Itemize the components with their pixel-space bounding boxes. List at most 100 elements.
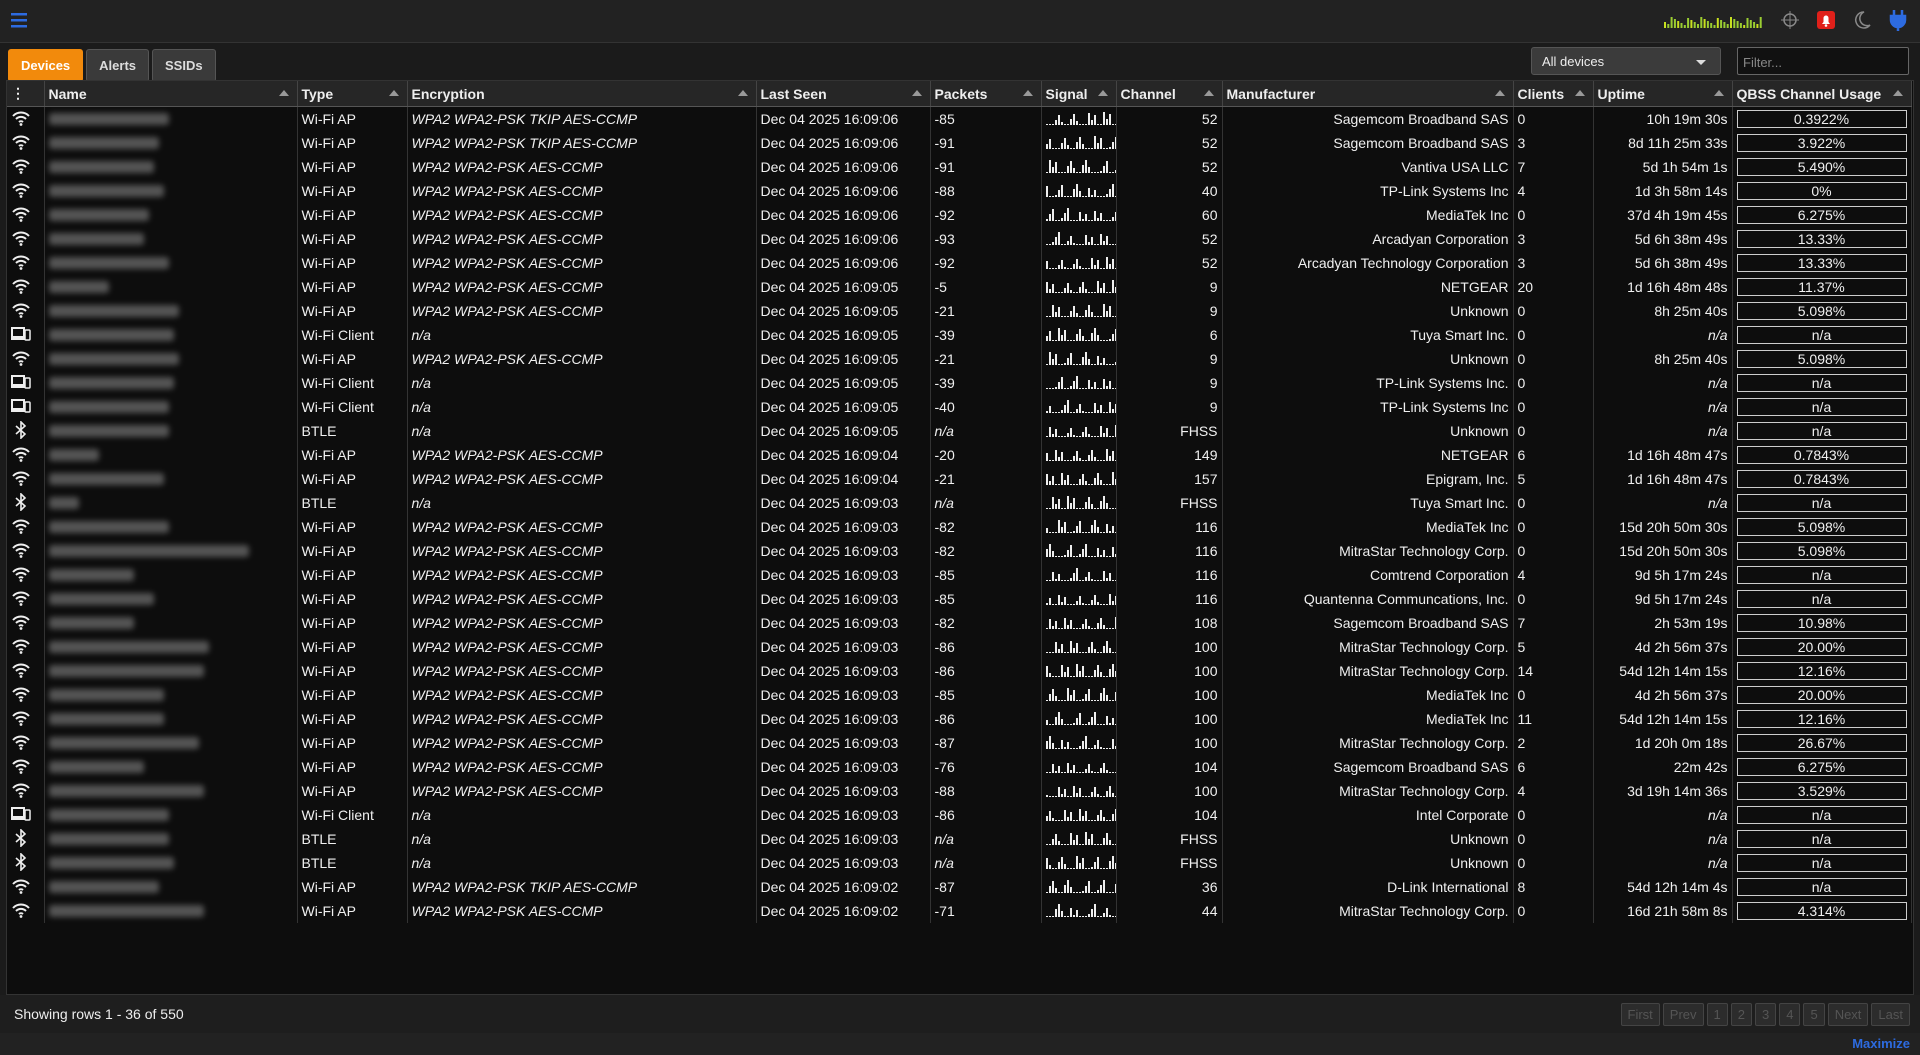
device-row[interactable]: Wi-Fi AP WPA2 WPA2-PSK AES-CCMP Dec 04 202…	[7, 251, 1912, 275]
gps-icon[interactable]	[1780, 10, 1800, 30]
device-icon	[7, 683, 45, 707]
sort-arrow	[1574, 90, 1585, 96]
packets-sparkline	[1041, 587, 1117, 611]
column-header[interactable]: QBSS Channel Usage	[1732, 81, 1912, 107]
page-button[interactable]: Last	[1871, 1003, 1910, 1026]
menu-button[interactable]	[10, 10, 30, 30]
device-row[interactable]: Wi-Fi AP WPA2 WPA2-PSK AES-CCMP Dec 04 202…	[7, 683, 1912, 707]
uptime: 1d 20h 0m 18s	[1593, 731, 1733, 755]
device-row[interactable]: Wi-Fi AP WPA2 WPA2-PSK AES-CCMP Dec 04 202…	[7, 611, 1912, 635]
last-seen: Dec 04 2025 16:09:03	[756, 659, 931, 683]
device-row[interactable]: Wi-Fi AP WPA2 WPA2-PSK AES-CCMP Dec 04 202…	[7, 347, 1912, 371]
page-button[interactable]: 2	[1730, 1003, 1752, 1026]
column-header[interactable]: Channel	[1116, 81, 1223, 107]
page-button[interactable]: 1	[1706, 1003, 1728, 1026]
theme-icon[interactable]	[1852, 10, 1872, 30]
column-header[interactable]: Uptime	[1593, 81, 1733, 107]
device-row[interactable]: Wi-Fi AP WPA2 WPA2-PSK AES-CCMP Dec 04 202…	[7, 755, 1912, 779]
signal: -88	[930, 779, 1042, 803]
device-row[interactable]: Wi-Fi Client n/a Dec 04 2025 16:09:05 -40 9 T…	[7, 395, 1912, 419]
device-name	[44, 587, 298, 611]
device-row[interactable]: Wi-Fi AP WPA2 WPA2-PSK AES-CCMP Dec 04 202…	[7, 227, 1912, 251]
device-row[interactable]: Wi-Fi AP WPA2 WPA2-PSK AES-CCMP Dec 04 202…	[7, 779, 1912, 803]
encryption: n/a	[407, 419, 757, 443]
qbss-usage: n/a	[1732, 827, 1912, 851]
device-row[interactable]: Wi-Fi AP WPA2 WPA2-PSK AES-CCMP Dec 04 202…	[7, 587, 1912, 611]
qbss-usage: 6.275%	[1732, 203, 1912, 227]
column-menu[interactable]: ⋮	[7, 81, 45, 107]
manufacturer: Epigram, Inc.	[1222, 467, 1514, 491]
device-row[interactable]: Wi-Fi AP WPA2 WPA2-PSK AES-CCMP Dec 04 202…	[7, 899, 1912, 923]
alert-icon[interactable]	[1816, 10, 1836, 30]
device-row[interactable]: Wi-Fi AP WPA2 WPA2-PSK AES-CCMP Dec 04 202…	[7, 731, 1912, 755]
qbss-value: 20.00%	[1736, 686, 1907, 704]
qbss-usage: 0.7843%	[1732, 443, 1912, 467]
column-header[interactable]: Packets	[930, 81, 1042, 107]
device-row[interactable]: Wi-Fi AP WPA2 WPA2-PSK AES-CCMP Dec 04 202…	[7, 563, 1912, 587]
device-row[interactable]: Wi-Fi AP WPA2 WPA2-PSK AES-CCMP Dec 04 202…	[7, 155, 1912, 179]
page-button[interactable]: 4	[1779, 1003, 1801, 1026]
device-row[interactable]: Wi-Fi AP WPA2 WPA2-PSK AES-CCMP Dec 04 202…	[7, 635, 1912, 659]
device-row[interactable]: Wi-Fi AP WPA2 WPA2-PSK AES-CCMP Dec 04 202…	[7, 539, 1912, 563]
spark-bar	[1739, 23, 1742, 28]
tab[interactable]: Alerts	[86, 49, 150, 82]
device-row[interactable]: Wi-Fi AP WPA2 WPA2-PSK AES-CCMP Dec 04 202…	[7, 467, 1912, 491]
qbss-value: 5.098%	[1736, 518, 1907, 536]
column-title: Manufacturer	[1226, 85, 1316, 102]
uptime: n/a	[1593, 395, 1733, 419]
column-header[interactable]: Name	[44, 81, 298, 107]
redacted-name	[48, 809, 169, 821]
column-header[interactable]: Signal	[1041, 81, 1117, 107]
uptime: 16d 21h 58m 8s	[1593, 899, 1733, 923]
spark-bar	[1700, 17, 1703, 28]
type: BTLE	[297, 419, 408, 443]
manufacturer: Unknown	[1222, 851, 1514, 875]
sort-arrow	[911, 90, 922, 96]
device-row[interactable]: Wi-Fi AP WPA2 WPA2-PSK AES-CCMP Dec 04 202…	[7, 659, 1912, 683]
device-row[interactable]: Wi-Fi AP WPA2 WPA2-PSK AES-CCMP Dec 04 202…	[7, 707, 1912, 731]
device-row[interactable]: Wi-Fi AP WPA2 WPA2-PSK AES-CCMP Dec 04 202…	[7, 179, 1912, 203]
page-button[interactable]: 5	[1803, 1003, 1825, 1026]
redacted-name	[48, 881, 159, 893]
page-button[interactable]: Next	[1827, 1003, 1869, 1026]
device-row[interactable]: Wi-Fi Client n/a Dec 04 2025 16:09:05 -39 9 T…	[7, 371, 1912, 395]
device-view-select[interactable]: All devices	[1531, 47, 1721, 75]
device-row[interactable]: BTLE n/a Dec 04 2025 16:09:03 n/a FHSS Tuya S…	[7, 491, 1912, 515]
manufacturer: Intel Corporate	[1222, 803, 1514, 827]
device-row[interactable]: Wi-Fi AP WPA2 WPA2-PSK AES-CCMP Dec 04 202…	[7, 515, 1912, 539]
device-row[interactable]: BTLE n/a Dec 04 2025 16:09:05 n/a FHSS Unknow…	[7, 419, 1912, 443]
tab[interactable]: SSIDs	[152, 49, 216, 82]
column-header[interactable]: Encryption	[407, 81, 757, 107]
last-seen: Dec 04 2025 16:09:03	[756, 587, 931, 611]
device-row[interactable]: Wi-Fi Client n/a Dec 04 2025 16:09:03 -86 10…	[7, 803, 1912, 827]
page-button[interactable]: Prev	[1662, 1003, 1704, 1026]
device-icon	[7, 611, 45, 635]
qbss-usage: 12.16%	[1732, 659, 1912, 683]
device-row[interactable]: Wi-Fi Client n/a Dec 04 2025 16:09:05 -39 6 T…	[7, 323, 1912, 347]
column-header[interactable]: Manufacturer	[1222, 81, 1514, 107]
encryption: WPA2 WPA2-PSK TKIP AES-CCMP	[407, 106, 757, 131]
column-header[interactable]: Type	[297, 81, 408, 107]
column-header[interactable]: Last Seen	[756, 81, 931, 107]
device-row[interactable]: Wi-Fi AP WPA2 WPA2-PSK TKIP AES-CCMP Dec 0…	[7, 131, 1912, 155]
tab[interactable]: Devices	[8, 49, 84, 82]
device-row[interactable]: Wi-Fi AP WPA2 WPA2-PSK TKIP AES-CCMP Dec 0…	[7, 106, 1912, 131]
column-header[interactable]: Clients	[1513, 81, 1594, 107]
filter-input[interactable]: Filter...	[1737, 47, 1909, 75]
power-icon[interactable]	[1888, 9, 1908, 31]
device-row[interactable]: BTLE n/a Dec 04 2025 16:09:03 n/a FHSS Unknow…	[7, 851, 1912, 875]
device-row[interactable]: Wi-Fi AP WPA2 WPA2-PSK AES-CCMP Dec 04 202…	[7, 203, 1912, 227]
device-row[interactable]: Wi-Fi AP WPA2 WPA2-PSK AES-CCMP Dec 04 202…	[7, 299, 1912, 323]
type: Wi-Fi Client	[297, 803, 408, 827]
device-row[interactable]: Wi-Fi AP WPA2 WPA2-PSK TKIP AES-CCMP Dec 0…	[7, 875, 1912, 899]
device-row[interactable]: Wi-Fi AP WPA2 WPA2-PSK AES-CCMP Dec 04 202…	[7, 275, 1912, 299]
page-button[interactable]: 3	[1754, 1003, 1777, 1026]
maximize-button[interactable]: Maximize	[1852, 1036, 1910, 1051]
page-button[interactable]: First	[1620, 1003, 1660, 1026]
uptime: 5d 6h 38m 49s	[1593, 251, 1733, 275]
redacted-name	[48, 521, 169, 533]
qbss-usage: 5.098%	[1732, 299, 1912, 323]
qbss-value: 5.490%	[1736, 158, 1907, 176]
device-row[interactable]: BTLE n/a Dec 04 2025 16:09:03 n/a FHSS Unknow…	[7, 827, 1912, 851]
device-row[interactable]: Wi-Fi AP WPA2 WPA2-PSK AES-CCMP Dec 04 202…	[7, 443, 1912, 467]
